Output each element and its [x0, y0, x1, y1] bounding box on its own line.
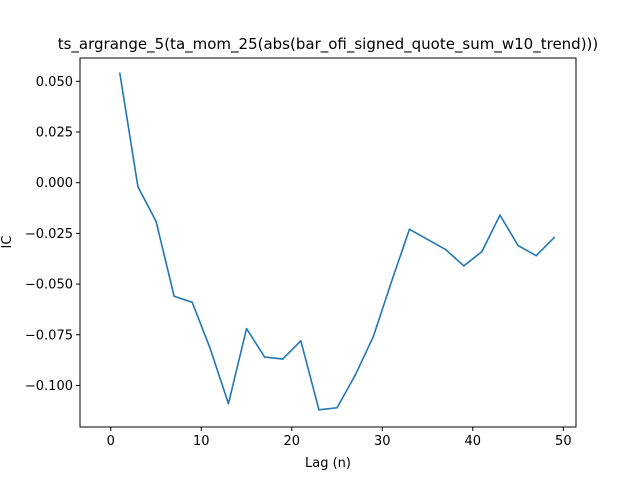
data-point — [263, 356, 266, 358]
data-point — [499, 214, 501, 216]
data-point — [209, 348, 212, 350]
y-tick-label: −0.075 — [25, 328, 73, 343]
x-tick-label: 10 — [193, 434, 210, 449]
data-point — [408, 228, 411, 231]
data-point — [481, 250, 483, 253]
data-point — [119, 72, 121, 75]
y-axis: 0.050 0.025 0.000 −0.025 −0.050 −0.075 −0.100 — [25, 75, 80, 394]
data-point — [191, 301, 194, 304]
data-point — [281, 358, 284, 360]
data-point — [245, 327, 248, 330]
y-tick-label: 0.025 — [36, 126, 73, 141]
data-point — [444, 248, 447, 251]
series-line — [119, 73, 555, 411]
x-tick-label: 0 — [107, 434, 115, 449]
x-tick-label: 50 — [555, 434, 572, 449]
data-point — [137, 185, 139, 188]
x-axis-label: Lag (n) — [305, 456, 351, 471]
x-tick-label: 30 — [374, 434, 391, 449]
data-point — [155, 220, 157, 223]
data-point — [462, 265, 465, 267]
data-point — [318, 408, 320, 411]
x-axis: 0 10 20 30 40 50 — [107, 427, 572, 449]
y-tick-label: −0.100 — [25, 379, 73, 394]
x-tick-label: 40 — [465, 434, 482, 449]
data-point — [372, 335, 375, 338]
y-tick-label: 0.000 — [36, 176, 73, 191]
plot-area — [119, 72, 556, 411]
data-point — [517, 244, 519, 247]
data-point — [553, 236, 556, 239]
chart-title: ts_argrange_5(ta_mom_25(abs(bar_ofi_sign… — [58, 35, 599, 54]
y-tick-label: −0.050 — [25, 278, 73, 293]
data-point — [535, 254, 537, 257]
data-point — [300, 340, 302, 342]
y-tick-label: 0.050 — [36, 75, 73, 90]
data-point — [336, 406, 338, 409]
data-point — [227, 402, 230, 405]
x-tick-label: 20 — [284, 434, 301, 449]
y-tick-label: −0.025 — [25, 227, 73, 242]
data-point — [173, 295, 175, 298]
axes-frame — [79, 57, 577, 428]
data-point — [426, 238, 429, 241]
data-point — [390, 281, 393, 283]
y-axis-label: IC — [0, 236, 15, 249]
data-point — [354, 374, 356, 377]
